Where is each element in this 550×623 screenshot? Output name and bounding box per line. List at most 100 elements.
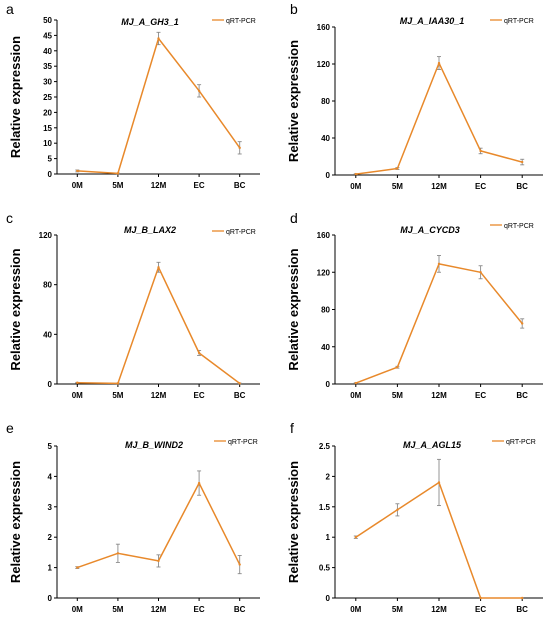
- legend-label: qRT-PCR: [228, 439, 258, 446]
- y-tick-label: 120: [39, 231, 53, 240]
- series-line: [355, 263, 523, 384]
- data-point: [76, 169, 79, 173]
- series-line: [77, 37, 241, 175]
- y-tick-label: 0: [326, 171, 331, 180]
- data-point: [437, 61, 441, 65]
- y-tick-label: 0: [326, 594, 331, 603]
- x-tick-label: 12M: [431, 391, 447, 400]
- x-tick-label: 12M: [431, 605, 447, 614]
- y-tick-label: 45: [43, 31, 52, 40]
- y-tick-label: 0: [48, 170, 53, 179]
- x-tick-label: EC: [475, 391, 486, 400]
- chart-title: MJ_A_GH3_1: [121, 17, 179, 27]
- data-point: [197, 89, 201, 93]
- x-tick-label: 12M: [431, 182, 447, 191]
- y-axis-label: Relative expression: [8, 248, 23, 370]
- data-point: [521, 322, 524, 325]
- x-tick-label: EC: [475, 182, 486, 191]
- x-tick-label: 5M: [392, 391, 403, 400]
- data-point: [396, 508, 399, 512]
- y-tick-label: 5: [48, 155, 53, 164]
- x-tick-label: 0M: [72, 391, 83, 400]
- data-point: [157, 559, 160, 563]
- y-tick-label: 1: [326, 533, 331, 542]
- y-tick-label: 160: [317, 23, 331, 32]
- series-line: [355, 62, 523, 175]
- x-tick-label: 12M: [151, 391, 167, 400]
- data-point: [437, 481, 441, 484]
- y-axis-label: Relative expression: [8, 36, 23, 158]
- panel-letter: a: [6, 1, 14, 17]
- chart-title: MJ_B_LAX2: [124, 225, 176, 235]
- y-tick-label: 40: [43, 330, 52, 339]
- x-tick-label: BC: [516, 391, 528, 400]
- data-point: [238, 146, 241, 150]
- y-tick-label: 120: [317, 60, 331, 69]
- data-point: [116, 382, 120, 385]
- data-point: [238, 382, 241, 385]
- data-point: [521, 596, 524, 600]
- data-point: [197, 351, 201, 355]
- y-tick-label: 3: [48, 503, 53, 512]
- panel-letter: b: [290, 1, 298, 17]
- data-point: [157, 266, 160, 269]
- x-tick-label: 5M: [392, 182, 403, 191]
- chart-title: MJ_A_CYCD3: [400, 225, 460, 235]
- y-tick-label: 40: [321, 134, 330, 143]
- x-tick-label: 12M: [151, 181, 167, 190]
- data-point: [157, 37, 160, 40]
- panel-letter: e: [6, 420, 14, 436]
- y-tick-label: 80: [43, 281, 52, 290]
- x-tick-label: 0M: [350, 605, 361, 614]
- y-axis-label: Relative expression: [8, 461, 23, 583]
- legend-label: qRT-PCR: [226, 18, 256, 25]
- y-axis-label: Relative expression: [286, 248, 301, 370]
- y-tick-label: 4: [48, 472, 53, 481]
- legend-label: qRT-PCR: [504, 223, 534, 230]
- y-tick-label: 120: [317, 268, 331, 277]
- data-point: [116, 172, 120, 175]
- x-tick-label: BC: [516, 605, 528, 614]
- legend-label: qRT-PCR: [506, 439, 536, 446]
- data-point: [197, 481, 201, 485]
- data-point: [354, 381, 357, 385]
- data-point: [479, 596, 482, 600]
- y-tick-label: 20: [43, 108, 52, 117]
- y-axis-label: Relative expression: [286, 40, 301, 162]
- x-tick-label: BC: [234, 391, 246, 400]
- x-tick-label: 12M: [151, 605, 167, 614]
- data-point: [76, 566, 79, 569]
- y-tick-label: 0.5: [319, 564, 331, 573]
- x-tick-label: 5M: [112, 181, 123, 190]
- x-tick-label: BC: [516, 182, 528, 191]
- chart-title: MJ_A_AGL15: [403, 440, 462, 450]
- y-tick-label: 80: [321, 97, 330, 106]
- legend-label: qRT-PCR: [226, 229, 256, 236]
- data-point: [76, 381, 79, 384]
- x-tick-label: BC: [234, 181, 246, 190]
- y-tick-label: 1: [48, 564, 53, 573]
- data-point: [396, 167, 399, 170]
- y-tick-label: 160: [317, 231, 331, 240]
- y-tick-label: 80: [321, 306, 330, 315]
- data-point: [354, 536, 357, 539]
- y-tick-label: 40: [321, 343, 330, 352]
- y-tick-label: 50: [43, 16, 52, 25]
- data-point: [354, 172, 357, 176]
- x-tick-label: 0M: [72, 605, 83, 614]
- y-tick-label: 1.5: [319, 503, 331, 512]
- x-tick-label: 5M: [112, 605, 123, 614]
- chart-title: MJ_B_WIND2: [125, 440, 183, 450]
- data-point: [437, 262, 441, 266]
- y-tick-label: 5: [48, 442, 53, 451]
- legend-label: qRT-PCR: [504, 18, 534, 25]
- chart-title: MJ_A_IAA30_1: [400, 16, 465, 26]
- y-tick-label: 40: [43, 47, 52, 56]
- panel-letter: f: [290, 420, 294, 436]
- y-tick-label: 2.5: [319, 442, 331, 451]
- series-line: [77, 266, 241, 385]
- y-tick-label: 2: [326, 472, 331, 481]
- x-tick-label: BC: [234, 605, 246, 614]
